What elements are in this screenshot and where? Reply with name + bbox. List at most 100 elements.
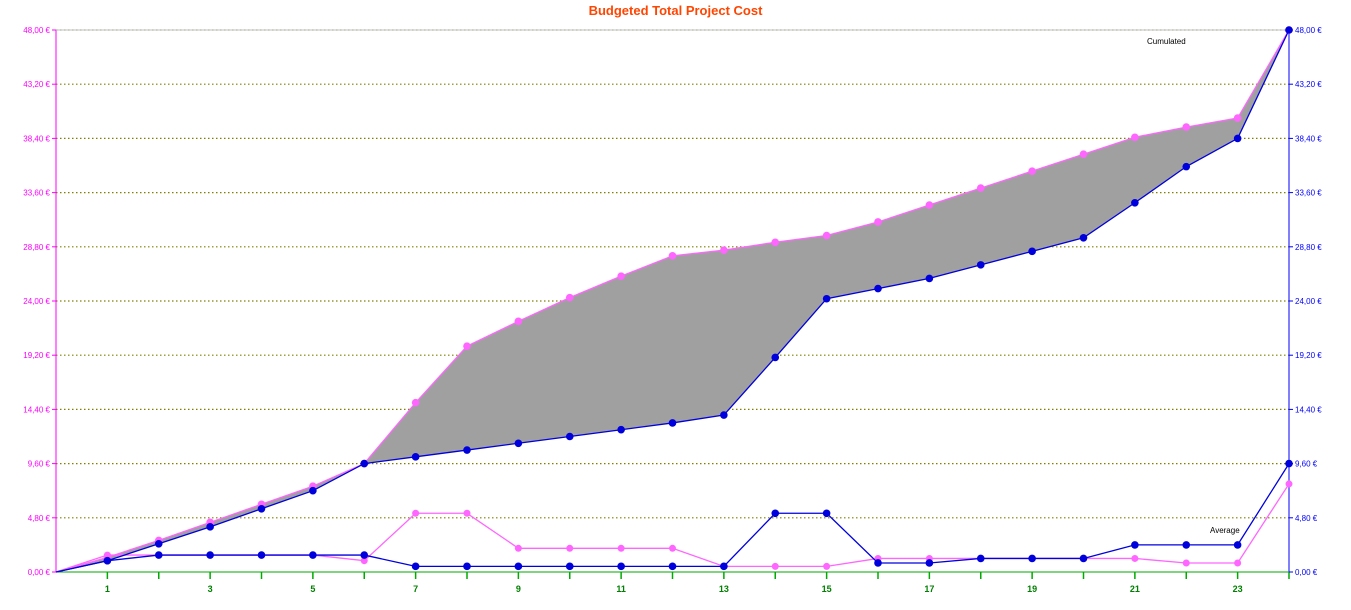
x-tick-label: 5 bbox=[310, 584, 315, 594]
average-point-blue bbox=[257, 551, 266, 559]
cumulated-point-magenta bbox=[925, 201, 934, 209]
y-tick-label-right: 24,00 € bbox=[1295, 297, 1322, 306]
average-point-magenta bbox=[412, 509, 420, 517]
x-tick-label: 3 bbox=[208, 584, 213, 594]
cumulated-point-magenta bbox=[514, 317, 523, 326]
x-tick-label: 13 bbox=[719, 584, 729, 594]
cumulated-point-magenta bbox=[822, 231, 831, 240]
average-point-magenta bbox=[617, 544, 625, 552]
average-point-blue bbox=[309, 551, 317, 559]
x-tick-label: 23 bbox=[1233, 584, 1243, 594]
average-point-magenta bbox=[514, 544, 522, 552]
y-tick-label-right: 33,60 € bbox=[1295, 189, 1322, 198]
cumulated-point-blue bbox=[411, 453, 420, 461]
cumulated-point-magenta bbox=[1233, 114, 1242, 122]
x-tick-label: 1 bbox=[105, 584, 110, 594]
cumulated-point-blue bbox=[1028, 247, 1036, 256]
average-point-blue bbox=[720, 562, 728, 571]
average-point-magenta bbox=[463, 509, 471, 517]
y-tick-label-right: 43,20 € bbox=[1295, 80, 1322, 89]
average-point-magenta bbox=[1131, 554, 1139, 562]
average-point-blue bbox=[463, 562, 471, 571]
cumulated-point-magenta bbox=[874, 218, 882, 226]
cumulated-point-magenta bbox=[1028, 167, 1036, 175]
y-tick-label-right: 48,00 € bbox=[1295, 26, 1322, 35]
average-point-magenta bbox=[360, 557, 368, 565]
average-line-magenta bbox=[55, 483, 1290, 573]
cumulated-point-blue bbox=[1131, 198, 1139, 207]
y-tick-label-left: 4,80 € bbox=[28, 514, 51, 523]
cumulated-point-blue bbox=[874, 284, 882, 293]
cumulated-point-blue bbox=[1079, 233, 1088, 242]
cumulated-point-blue bbox=[206, 523, 214, 531]
average-point-blue bbox=[925, 559, 934, 567]
average-point-magenta bbox=[566, 544, 574, 552]
average-point-blue bbox=[1285, 459, 1293, 468]
cumulated-point-magenta bbox=[720, 246, 728, 254]
y-tick-label-left: 33,60 € bbox=[23, 189, 50, 198]
cumulated-point-blue bbox=[565, 432, 574, 441]
average-point-blue bbox=[154, 551, 163, 559]
x-tick-label: 15 bbox=[822, 584, 832, 594]
average-point-blue bbox=[206, 551, 214, 559]
cumulated-point-blue bbox=[720, 411, 728, 419]
cumulated-point-magenta bbox=[771, 238, 780, 247]
y-tick-label-left: 24,00 € bbox=[23, 297, 50, 306]
cumulated-point-blue bbox=[668, 419, 677, 427]
average-point-magenta bbox=[1182, 559, 1190, 567]
average-point-blue bbox=[822, 509, 831, 518]
cumulated-point-magenta bbox=[976, 184, 985, 192]
average-point-magenta bbox=[823, 562, 831, 570]
average-point-magenta bbox=[669, 544, 676, 552]
cumulated-point-blue bbox=[309, 486, 317, 495]
y-tick-label-right: 38,40 € bbox=[1295, 134, 1322, 143]
average-point-blue bbox=[360, 551, 369, 559]
average-point-magenta bbox=[1285, 480, 1293, 488]
y-tick-label-right: 19,20 € bbox=[1295, 351, 1322, 360]
y-tick-label-left: 14,40 € bbox=[23, 405, 50, 414]
average-point-blue bbox=[1233, 541, 1242, 549]
cumulated-point-magenta bbox=[617, 272, 625, 280]
cumulated-point-blue bbox=[103, 556, 112, 565]
cumulated-point-magenta bbox=[668, 252, 677, 260]
cumulated-point-magenta bbox=[1079, 150, 1088, 159]
average-point-blue bbox=[771, 509, 780, 518]
average-point-magenta bbox=[1234, 559, 1242, 567]
cumulated-point-magenta bbox=[565, 293, 574, 302]
cumulated-point-magenta bbox=[463, 342, 471, 350]
y-tick-label-right: 28,80 € bbox=[1295, 243, 1322, 252]
cumulated-point-blue bbox=[463, 446, 471, 454]
x-tick-label: 19 bbox=[1027, 584, 1037, 594]
y-tick-label-right: 0,00 € bbox=[1295, 568, 1318, 577]
y-tick-label-left: 0,00 € bbox=[28, 568, 51, 577]
x-tick-label: 21 bbox=[1130, 584, 1140, 594]
x-tick-label: 7 bbox=[413, 584, 418, 594]
average-point-blue bbox=[1079, 554, 1088, 563]
y-tick-label-left: 43,20 € bbox=[23, 80, 50, 89]
annotation-cumulated: Cumulated bbox=[1147, 37, 1186, 46]
cumulated-point-blue bbox=[976, 261, 985, 269]
cumulated-point-magenta bbox=[1182, 123, 1191, 131]
average-point-blue bbox=[411, 562, 420, 571]
y-tick-label-left: 28,80 € bbox=[23, 243, 50, 252]
cumulated-point-blue bbox=[822, 294, 831, 303]
average-point-blue bbox=[874, 559, 882, 567]
cumulated-point-magenta bbox=[411, 398, 420, 407]
cumulated-point-blue bbox=[154, 539, 163, 548]
average-point-blue bbox=[565, 562, 574, 571]
y-tick-label-left: 9,60 € bbox=[28, 460, 51, 469]
x-tick-label: 17 bbox=[924, 584, 934, 594]
cumulated-point-blue bbox=[514, 439, 523, 448]
cumulated-point-blue bbox=[771, 353, 780, 362]
average-point-blue bbox=[976, 554, 985, 563]
cumulated-point-blue bbox=[360, 459, 369, 468]
y-tick-label-right: 4,80 € bbox=[1295, 514, 1318, 523]
cumulated-point-blue bbox=[925, 274, 934, 283]
y-tick-label-right: 9,60 € bbox=[1295, 460, 1318, 469]
average-point-magenta bbox=[771, 562, 779, 570]
chart-title: Budgeted Total Project Cost bbox=[588, 3, 763, 18]
average-point-blue bbox=[668, 562, 677, 571]
average-point-blue bbox=[1028, 554, 1036, 563]
y-tick-label-left: 38,40 € bbox=[23, 134, 50, 143]
